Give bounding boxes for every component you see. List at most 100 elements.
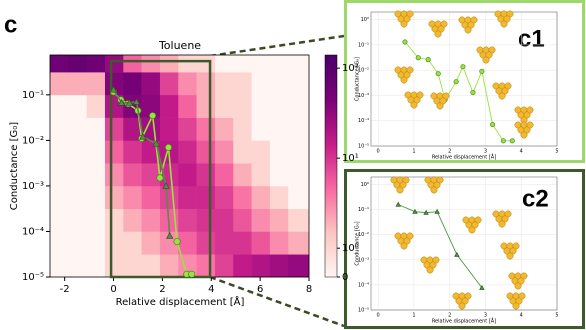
heatmap-cell [288, 55, 310, 73]
connector [209, 275, 345, 328]
data-point [435, 71, 441, 77]
gold-atom [526, 106, 534, 114]
heatmap-cell [104, 231, 124, 255]
heatmap-cell [251, 163, 271, 187]
heatmap-cell [68, 231, 87, 255]
heatmap-cell [86, 231, 106, 255]
heatmap-cell [50, 55, 69, 73]
plot-frame [370, 11, 558, 147]
data-point [395, 201, 401, 207]
heatmap-cell [288, 72, 310, 96]
gold-atom [514, 282, 522, 290]
heatmap-cell [214, 72, 234, 96]
data-point [166, 232, 174, 239]
y-tick-label: 10⁻⁵ [358, 308, 369, 314]
heatmap-cell [50, 140, 69, 164]
heatmap-cell [196, 208, 216, 232]
y-tick-label: 10⁻⁴ [358, 118, 369, 124]
heatmap-cell [233, 140, 252, 164]
heatmap-cell [269, 55, 289, 73]
heatmap-cell [178, 208, 197, 232]
gold-atom [406, 66, 414, 74]
heatmap-cell [214, 163, 234, 187]
data-point [454, 251, 460, 257]
heatmap-cell [50, 254, 69, 278]
y-tick-label: 10⁻¹ [22, 90, 44, 101]
gold-atom [474, 216, 482, 224]
heatmap-cell [141, 94, 161, 118]
gold-atom [440, 20, 448, 28]
heatmap-cell [214, 55, 234, 73]
data-point [109, 85, 118, 93]
heatmap-cell [269, 72, 289, 96]
gold-atom [512, 302, 520, 310]
y-tick-label: 10⁻² [22, 135, 44, 146]
gold-atom [523, 111, 531, 119]
heatmap-cell [233, 94, 252, 118]
heatmap-cell [104, 163, 124, 187]
heatmap-cell [288, 94, 310, 118]
gold-atom [512, 242, 520, 250]
x-tick-label: -2 [60, 284, 70, 295]
gold-atom [520, 131, 528, 139]
heatmap-cell [104, 140, 124, 164]
y-tick-label: 10⁻³ [358, 257, 369, 263]
series-line [398, 204, 483, 289]
heatmap-cell [269, 94, 289, 118]
heatmap-cell [233, 55, 252, 73]
heatmap-cell [178, 163, 197, 187]
gold-atom [468, 226, 476, 234]
heatmap-cell [86, 117, 106, 141]
gold-atom [464, 292, 472, 300]
data-point [132, 98, 141, 105]
gold-atom [464, 26, 472, 34]
data-point [479, 284, 485, 290]
data-point [509, 138, 515, 144]
heatmap-cell [123, 231, 142, 255]
x-tick-label: 4 [520, 313, 523, 319]
gold-atom [500, 20, 508, 28]
heatmap-cell [251, 72, 271, 96]
heatmap-cell [288, 208, 310, 232]
heatmap-cell [251, 140, 271, 164]
heatmap-cell [68, 163, 87, 187]
data-point [415, 55, 421, 61]
heatmap-cell [50, 185, 69, 210]
gold-atom [436, 176, 444, 184]
highlight-box [109, 59, 212, 279]
x-tick-label: 1 [412, 313, 415, 319]
x-axis-label: Relative displacement [Å] [432, 154, 496, 161]
heatmap-cell [68, 72, 87, 96]
x-tick-label: 3 [484, 313, 487, 319]
data-point [402, 39, 408, 45]
colorbar-tick-label: 10² [342, 63, 359, 74]
x-tick-label: 6 [257, 284, 263, 295]
data-point [412, 208, 418, 214]
heatmap-cell [104, 117, 124, 141]
gold-atom [501, 87, 509, 95]
y-tick-label: 10⁻⁵ [358, 144, 369, 150]
data-point [188, 270, 196, 278]
heatmap-cell [68, 185, 87, 210]
heatmap-cell [269, 117, 289, 141]
heatmap-cell [68, 208, 87, 232]
heatmap-cell [269, 140, 289, 164]
heatmap-cell [196, 254, 216, 278]
gold-atom [434, 30, 442, 38]
y-tick-label: 10⁻² [358, 68, 369, 74]
heatmap-cell [123, 185, 142, 210]
heatmap-cell [104, 72, 124, 96]
heatmap-cell [288, 231, 310, 255]
heatmap-cell [86, 185, 106, 210]
heatmap-cell [141, 208, 161, 232]
heatmap-cell [123, 72, 142, 96]
gold-atom [488, 46, 496, 54]
heatmap-cell [196, 140, 216, 164]
heatmap-cell [50, 117, 69, 141]
x-tick-label: 0 [377, 149, 380, 155]
gold-atom [433, 181, 441, 189]
gold-atom [503, 15, 511, 23]
y-tick-label: 10⁻³ [358, 93, 369, 99]
y-tick-label: 10⁻¹ [358, 42, 369, 48]
heatmap-cell [104, 254, 124, 278]
